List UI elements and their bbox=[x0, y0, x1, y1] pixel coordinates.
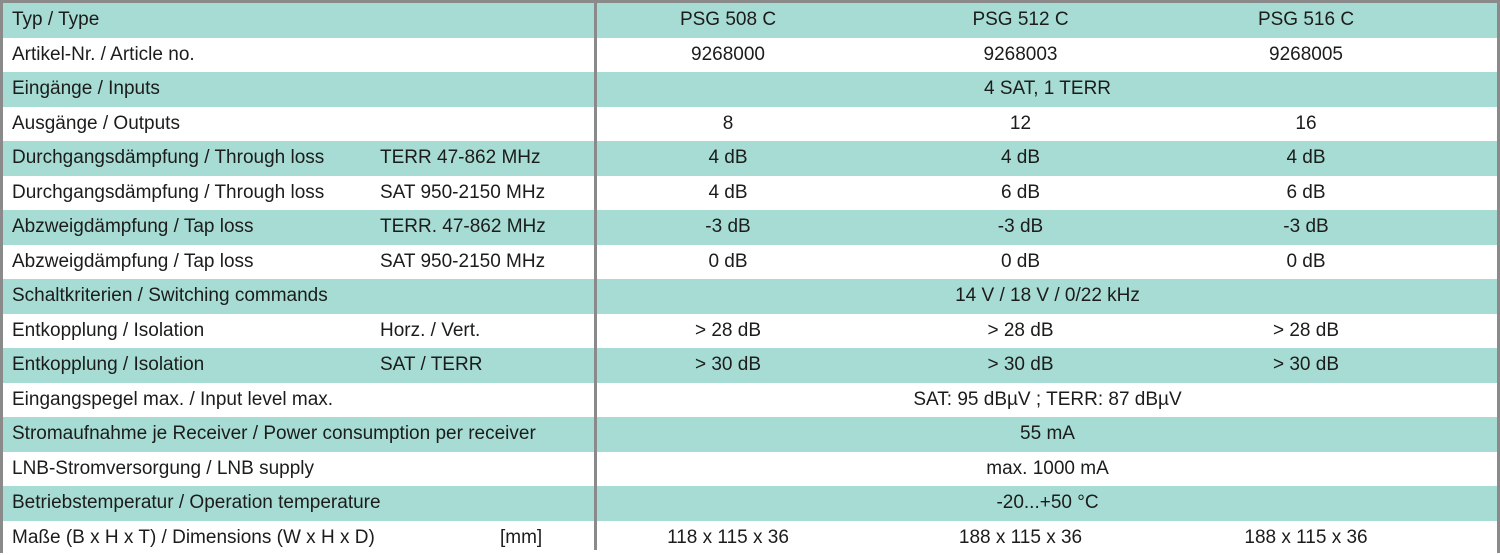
table-row: Durchgangsdämpfung / Through loss TERR 47… bbox=[3, 141, 1497, 176]
row-label: Durchgangsdämpfung / Through loss bbox=[12, 141, 324, 176]
row-label: Typ / Type bbox=[12, 3, 99, 38]
table-row: Abzweigdämpfung / Tap loss SAT 950-2150 M… bbox=[3, 245, 1497, 280]
value-psg-512-c: PSG 512 C bbox=[888, 3, 1153, 38]
table-row: Durchgangsdämpfung / Through loss SAT 950… bbox=[3, 176, 1497, 211]
value-psg-508-c: 8 bbox=[598, 107, 858, 142]
row-value-all: 14 V / 18 V / 0/22 kHz bbox=[598, 279, 1497, 314]
value-psg-508-c: 9268000 bbox=[598, 38, 858, 73]
value-psg-516-c: > 30 dB bbox=[1171, 348, 1441, 383]
column-divider bbox=[594, 3, 597, 550]
row-label: Maße (B x H x T) / Dimensions (W x H x D… bbox=[12, 521, 375, 555]
table-row: Ausgänge / Outputs 8 12 16 bbox=[3, 107, 1497, 142]
row-label: Schaltkriterien / Switching commands bbox=[12, 279, 328, 314]
value-psg-516-c: 6 dB bbox=[1171, 176, 1441, 211]
value-psg-512-c: -3 dB bbox=[888, 210, 1153, 245]
value-psg-512-c: 6 dB bbox=[888, 176, 1153, 211]
value-psg-516-c: PSG 516 C bbox=[1171, 3, 1441, 38]
row-label: Betriebstemperatur / Operation temperatu… bbox=[12, 486, 381, 521]
value-psg-508-c: 4 dB bbox=[598, 176, 858, 211]
row-sublabel: TERR. 47-862 MHz bbox=[380, 210, 546, 245]
value-psg-516-c: 0 dB bbox=[1171, 245, 1441, 280]
row-value-all: -20...+50 °C bbox=[598, 486, 1497, 521]
row-label: Ausgänge / Outputs bbox=[12, 107, 180, 142]
table-row: Entkopplung / Isolation Horz. / Vert. > 28… bbox=[3, 314, 1497, 349]
row-label: Abzweigdämpfung / Tap loss bbox=[12, 210, 254, 245]
table-row: Schaltkriterien / Switching commands 14 V… bbox=[3, 279, 1497, 314]
table-row: Typ / Type PSG 508 C PSG 512 C PSG 516 C bbox=[3, 3, 1497, 38]
row-value-all: SAT: 95 dBµV ; TERR: 87 dBµV bbox=[598, 383, 1497, 418]
value-psg-508-c: 118 x 115 x 36 bbox=[598, 521, 858, 555]
row-label: Stromaufnahme je Receiver / Power consum… bbox=[12, 417, 536, 452]
table-row: Entkopplung / Isolation SAT / TERR > 30 dB… bbox=[3, 348, 1497, 383]
row-label: Artikel-Nr. / Article no. bbox=[12, 38, 195, 73]
table-row: Betriebstemperatur / Operation temperatu… bbox=[3, 486, 1497, 521]
row-label: Entkopplung / Isolation bbox=[12, 314, 204, 349]
row-label: Eingänge / Inputs bbox=[12, 72, 160, 107]
value-psg-516-c: 4 dB bbox=[1171, 141, 1441, 176]
value-psg-516-c: 188 x 115 x 36 bbox=[1171, 521, 1441, 555]
value-psg-508-c: -3 dB bbox=[598, 210, 858, 245]
value-psg-516-c: -3 dB bbox=[1171, 210, 1441, 245]
value-psg-516-c: > 28 dB bbox=[1171, 314, 1441, 349]
row-value-all: 55 mA bbox=[598, 417, 1497, 452]
value-psg-508-c: > 30 dB bbox=[598, 348, 858, 383]
row-sublabel: SAT 950-2150 MHz bbox=[380, 245, 545, 280]
value-psg-512-c: 9268003 bbox=[888, 38, 1153, 73]
row-label: Eingangspegel max. / Input level max. bbox=[12, 383, 333, 418]
value-psg-516-c: 16 bbox=[1171, 107, 1441, 142]
row-sublabel: TERR 47-862 MHz bbox=[380, 141, 541, 176]
table-row: Eingangspegel max. / Input level max. SAT… bbox=[3, 383, 1497, 418]
row-sublabel: [mm] bbox=[500, 521, 542, 555]
table-row: Stromaufnahme je Receiver / Power consum… bbox=[3, 417, 1497, 452]
row-label: Entkopplung / Isolation bbox=[12, 348, 204, 383]
row-value-all: max. 1000 mA bbox=[598, 452, 1497, 487]
row-sublabel: Horz. / Vert. bbox=[380, 314, 480, 349]
value-psg-508-c: 0 dB bbox=[598, 245, 858, 280]
value-psg-512-c: > 28 dB bbox=[888, 314, 1153, 349]
value-psg-512-c: 0 dB bbox=[888, 245, 1153, 280]
value-psg-508-c: PSG 508 C bbox=[598, 3, 858, 38]
row-label: Durchgangsdämpfung / Through loss bbox=[12, 176, 324, 211]
table-row: LNB-Stromversorgung / LNB supply max. 100… bbox=[3, 452, 1497, 487]
row-label: Abzweigdämpfung / Tap loss bbox=[12, 245, 254, 280]
row-value-all: 4 SAT, 1 TERR bbox=[598, 72, 1497, 107]
value-psg-512-c: 4 dB bbox=[888, 141, 1153, 176]
table-row: Artikel-Nr. / Article no. 9268000 9268003 9… bbox=[3, 38, 1497, 73]
value-psg-508-c: > 28 dB bbox=[598, 314, 858, 349]
table-row: Eingänge / Inputs 4 SAT, 1 TERR bbox=[3, 72, 1497, 107]
row-label: LNB-Stromversorgung / LNB supply bbox=[12, 452, 314, 487]
value-psg-508-c: 4 dB bbox=[598, 141, 858, 176]
row-sublabel: SAT / TERR bbox=[380, 348, 482, 383]
value-psg-512-c: > 30 dB bbox=[888, 348, 1153, 383]
value-psg-512-c: 188 x 115 x 36 bbox=[888, 521, 1153, 555]
row-sublabel: SAT 950-2150 MHz bbox=[380, 176, 545, 211]
table-row: Abzweigdämpfung / Tap loss TERR. 47-862 M… bbox=[3, 210, 1497, 245]
value-psg-512-c: 12 bbox=[888, 107, 1153, 142]
table-row: Maße (B x H x T) / Dimensions (W x H x D… bbox=[3, 521, 1497, 555]
value-psg-516-c: 9268005 bbox=[1171, 38, 1441, 73]
